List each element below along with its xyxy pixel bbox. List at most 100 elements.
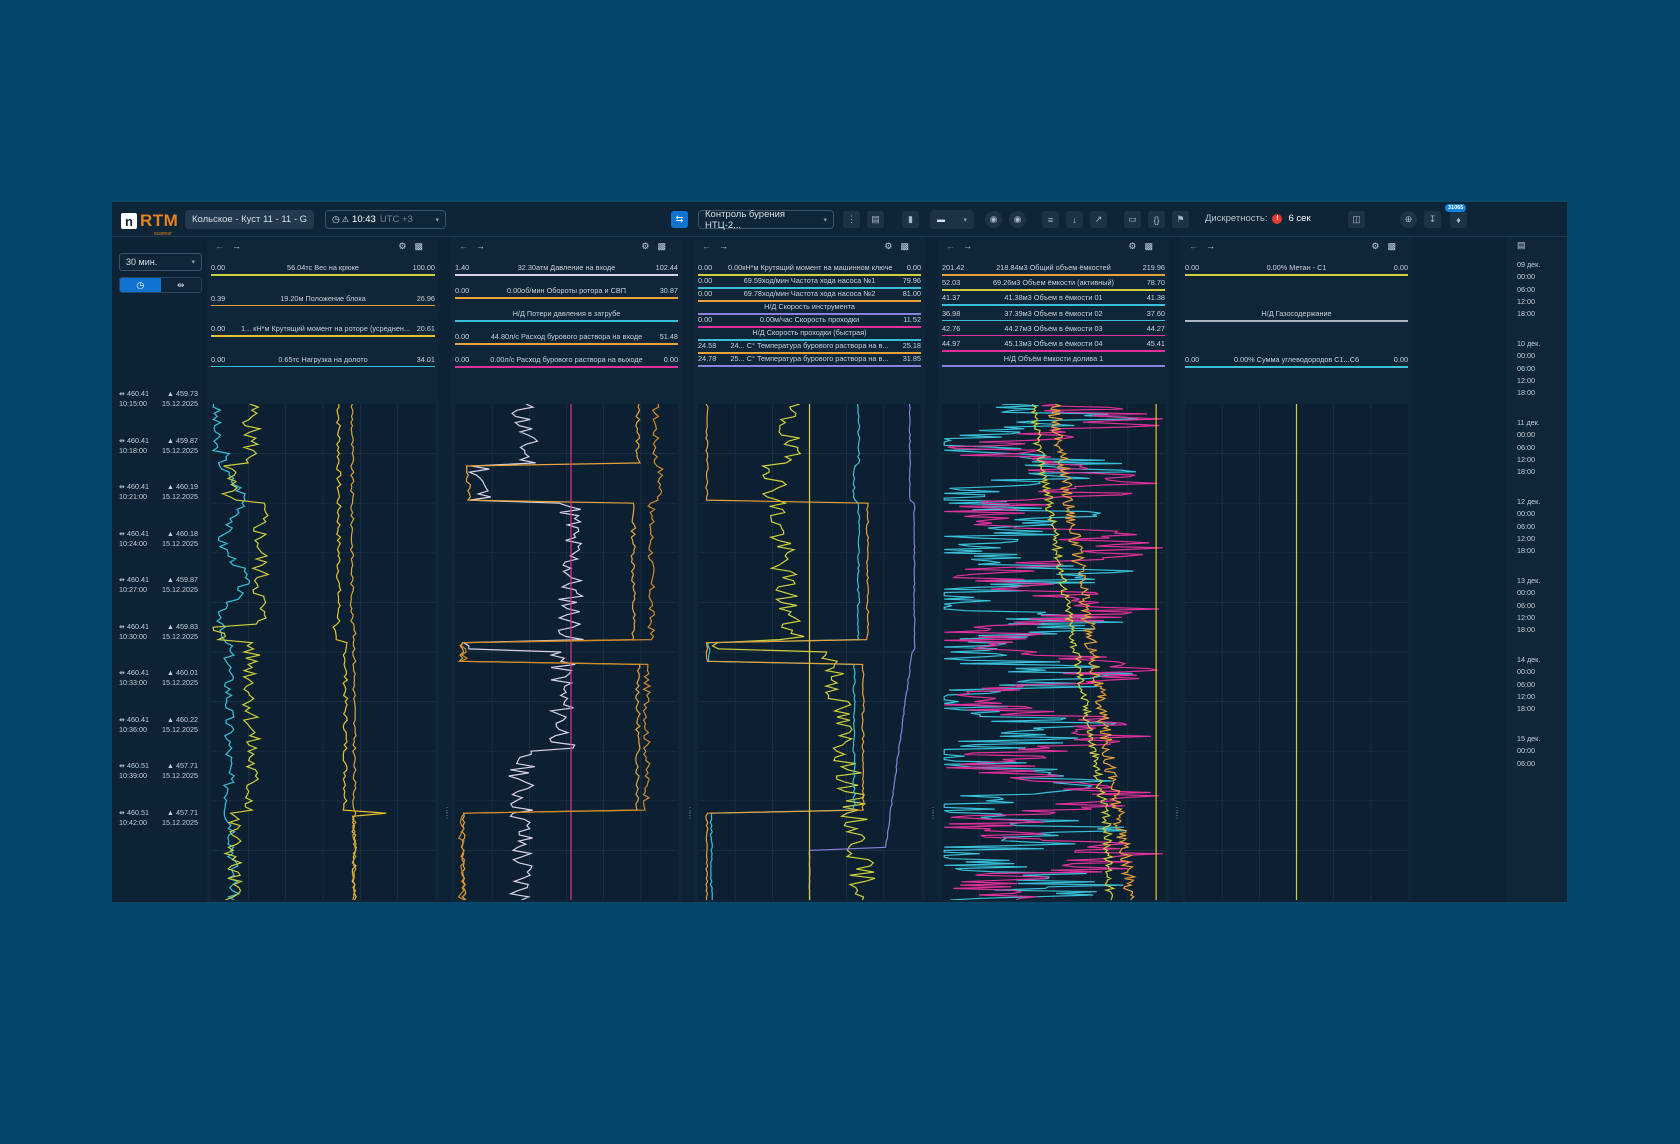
tablet-button[interactable]: ▭ xyxy=(1124,211,1141,228)
legend-row[interactable]: Н/Д Потери давления в затрубе xyxy=(455,309,678,322)
legend-row[interactable]: 0.00 1... кН*м Крутящий момент на роторе … xyxy=(211,324,435,337)
legend-max: 0.00 xyxy=(906,263,921,272)
legend-row[interactable]: 24.78 25... C° Температура бурового раств… xyxy=(698,354,921,367)
plus-circle-icon: ⊕ xyxy=(1404,214,1413,224)
legend-row[interactable]: 0.00 0.00об/мин Обороты ротора и СВП 30.87 xyxy=(455,286,678,299)
legend-row[interactable]: 0.00 0.00м/час Скорость проходки 11.52 xyxy=(698,315,921,328)
arrow-right-icon[interactable]: → xyxy=(476,241,493,251)
legend-row[interactable]: Н/Д Скорость проходки (быстрая) xyxy=(698,328,921,341)
resize-handle[interactable]: ⋮ ⋮ xyxy=(1173,806,1181,820)
comment-add-button[interactable]: ◉ xyxy=(1009,211,1026,228)
legend-color-line xyxy=(698,352,921,354)
legend-row[interactable]: 0.00 0.00% Метан - C1 0.00 xyxy=(1185,263,1408,276)
time-row: ⇹ 460.41 ▲ 460.19 10:21:00 15.12.2025 xyxy=(112,482,204,502)
track-plot[interactable] xyxy=(1185,404,1408,900)
legend-color-line xyxy=(942,304,1165,306)
resize-handle[interactable]: ⋮ ⋮ xyxy=(929,806,937,820)
gear-icon[interactable]: ⚙ xyxy=(884,241,901,251)
trash-icon[interactable]: ▩ xyxy=(414,241,431,251)
gear-icon[interactable]: ⚙ xyxy=(1371,241,1388,251)
arrow-right-icon[interactable]: → xyxy=(963,241,980,251)
calendar-icon[interactable]: ▤ xyxy=(1517,240,1526,250)
well-selector[interactable]: Кольское - Куст 11 - 11 - G xyxy=(185,210,315,229)
arrow-left-icon[interactable]: ← xyxy=(215,241,232,251)
download-arrow-button[interactable]: ↓ xyxy=(1066,211,1083,228)
gear-icon[interactable]: ⚙ xyxy=(398,241,415,251)
arrow-left-icon[interactable]: ← xyxy=(702,241,719,251)
resize-handle[interactable]: ⋮ ⋮ xyxy=(443,806,451,820)
depth-icon: ⇹ xyxy=(119,668,126,677)
legend-row[interactable]: Н/Д Газосодержание xyxy=(1185,309,1408,322)
arrow-left-icon[interactable]: ← xyxy=(1189,241,1206,251)
depth-mode-button[interactable]: ⇹ xyxy=(160,278,201,292)
time-row: ⇹ 460.41 ▲ 459.73 10:15:00 15.12.2025 xyxy=(112,389,204,409)
trash-icon[interactable]: ▩ xyxy=(1144,241,1161,251)
legend-row[interactable]: Н/Д Объём ёмкости долива 1 xyxy=(942,354,1165,367)
track-plot[interactable] xyxy=(698,404,921,900)
arrow-right-icon[interactable]: → xyxy=(719,241,736,251)
row-date: 15.12.2025 xyxy=(162,678,198,687)
legend-row[interactable]: 0.00 44.80л/с Расход бурового раствора на… xyxy=(455,332,678,345)
time-mode-button[interactable]: ◷ xyxy=(120,278,161,292)
logo: n RTM scanner xyxy=(121,211,178,237)
add-button[interactable]: ⊕ xyxy=(1400,211,1417,228)
export-button[interactable]: ↧ xyxy=(1424,211,1441,228)
legend-row[interactable]: 0.39 19.20м Положение блока 26.96 xyxy=(211,294,435,306)
track-plot[interactable] xyxy=(942,404,1165,900)
legend-row[interactable]: 42.76 44.27м3 Объем в ёмкости 03 44.27 xyxy=(942,324,1165,337)
legend-row[interactable]: 44.97 45.13м3 Объем в ёмкости 04 45.41 xyxy=(942,339,1165,352)
settings-sliders-button[interactable]: ⇆ xyxy=(671,211,688,228)
braces-button[interactable]: {} xyxy=(1148,211,1165,228)
alert-icon: ! xyxy=(1272,213,1283,224)
more-button[interactable]: ⋮ xyxy=(843,211,860,228)
gear-icon[interactable]: ⚙ xyxy=(1128,241,1145,251)
interval-value: 30 мин. xyxy=(126,257,158,267)
legend-label: Н/Д Скорость инструмента xyxy=(764,302,855,311)
legend-row[interactable]: 0.00 0.65тс Нагрузка на долото 34.01 xyxy=(211,355,435,367)
time-row: ⇹ 460.41 ▲ 460.22 10:36:00 15.12.2025 xyxy=(112,715,204,735)
legend-row[interactable]: 41.37 41.38м3 Объем в ёмкости 01 41.38 xyxy=(942,293,1165,306)
ruler-dropdown[interactable]: ▬ ▾ xyxy=(930,210,974,229)
comment-button[interactable]: ◉ xyxy=(985,211,1002,228)
legend-row[interactable]: Н/Д Скорость инструмента xyxy=(698,302,921,315)
legend-label: Н/Д Потери давления в затрубе xyxy=(512,309,621,318)
time-selector[interactable]: ◷ ⚠ 10:43 UTC +3 ▾ xyxy=(325,210,446,229)
discreteness-value[interactable]: 6 сек xyxy=(1288,213,1311,224)
flag-button[interactable]: ⚑ xyxy=(1172,211,1189,228)
legend-row[interactable]: 1.40 32.30атм Давление на входе 102.44 xyxy=(455,263,678,276)
trash-icon[interactable]: ▩ xyxy=(657,241,674,251)
interval-select[interactable]: 30 мин. ▾ xyxy=(119,253,202,271)
legend-row[interactable]: 0.00 0.00кН*м Крутящий момент на машинном… xyxy=(698,263,921,276)
depth-hole: ▲ 460.22 xyxy=(166,714,198,724)
document-button[interactable]: ▮ xyxy=(902,211,919,228)
overview-timeline: ▤ 09 дек. 00:00 06:00 12:00 18:00 10 дек. 00:0… xyxy=(1507,237,1567,902)
gear-icon[interactable]: ⚙ xyxy=(641,241,658,251)
arrow-right-icon[interactable]: → xyxy=(232,241,249,251)
arrow-left-icon[interactable]: ← xyxy=(946,241,963,251)
legend-row[interactable]: 0.00 69.59ход/мин Частота хода насоса №1 7… xyxy=(698,276,921,289)
legend-row[interactable]: 0.00 69.78ход/мин Частота хода насоса №2 8… xyxy=(698,289,921,302)
row-time: 10:33:00 xyxy=(119,678,147,687)
arrow-right-icon[interactable]: → xyxy=(1206,241,1223,251)
legend-row[interactable]: 0.00 56.04тс Вес на крюке 100.00 xyxy=(211,263,435,276)
legend-row[interactable]: 201.42 218.84м3 Общий объем ёмкостей 219.9… xyxy=(942,263,1165,276)
legend-row[interactable]: 0.00 0.00л/с Расход бурового раствора на … xyxy=(455,355,678,368)
legend-row[interactable]: 0.00 0.00% Сумма углеводородов C1...C6 0.0… xyxy=(1185,355,1408,368)
legend-row[interactable]: 36.98 37.39м3 Объем в ёмкости 02 37.60 xyxy=(942,309,1165,322)
legend-color-line xyxy=(455,366,678,368)
track-plot[interactable] xyxy=(455,404,678,900)
chart-button[interactable]: ↗ xyxy=(1090,211,1107,228)
align-button[interactable]: ≡ xyxy=(1042,211,1059,228)
profile-selector[interactable]: Контроль бурения НТЦ-2... ▾ xyxy=(698,209,834,231)
notifications-button[interactable]: ♦ xyxy=(1450,211,1467,228)
resize-handle[interactable]: ⋮ ⋮ xyxy=(686,806,694,820)
trash-icon[interactable]: ▩ xyxy=(1387,241,1404,251)
trash-icon[interactable]: ▩ xyxy=(900,241,917,251)
arrow-left-icon[interactable]: ← xyxy=(459,241,476,251)
track-plot[interactable] xyxy=(211,404,435,900)
series-line xyxy=(705,404,870,900)
legend-row[interactable]: 52.03 69.26м3 Объем ёмкости (активный) 78.… xyxy=(942,278,1165,291)
legend-row[interactable]: 24.58 24... C° Температура бурового раств… xyxy=(698,341,921,354)
save-button[interactable]: ▤ xyxy=(867,211,884,228)
columns-button[interactable]: ◫ xyxy=(1348,211,1365,228)
